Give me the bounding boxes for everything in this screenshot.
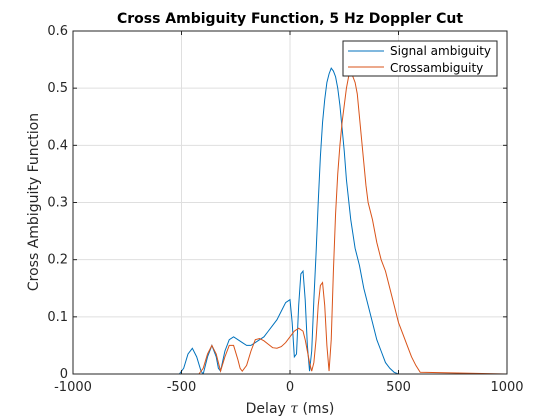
x-tick-label: 1000	[490, 380, 523, 395]
y-tick-label: 0.1	[47, 310, 68, 325]
legend-label-signal-ambiguity: Signal ambiguity	[390, 44, 491, 58]
y-tick-label: 0.3	[47, 196, 68, 211]
legend: Signal ambiguity Crossambiguity	[342, 40, 498, 77]
x-axis-label: Delay τ (ms)	[246, 401, 335, 417]
legend-label-crossambiguity: Crossambiguity	[390, 61, 483, 75]
x-axis-label-unit: (ms)	[298, 401, 334, 417]
x-axis-label-symbol: τ	[290, 401, 298, 417]
y-tick-label: 0.5	[47, 81, 68, 96]
y-tick-label: 0.6	[47, 24, 68, 39]
x-axis-label-prefix: Delay	[246, 401, 291, 417]
series-line-crossambiguity	[73, 73, 507, 374]
x-tick-label: 500	[386, 380, 411, 395]
chart-title: Cross Ambiguity Function, 5 Hz Doppler C…	[117, 11, 463, 27]
y-tick-label: 0	[60, 367, 68, 382]
series-layer	[73, 67, 507, 374]
axis-ticks: -1000 -500 0 500 1000 0 0.1 0.2 0.3 0.4 0.5 0.6	[47, 24, 523, 395]
y-tick-label: 0.2	[47, 253, 68, 268]
x-tick-label: -1000	[54, 380, 92, 395]
x-tick-label: 0	[286, 380, 294, 395]
y-axis-label: Cross Ambiguity Function	[26, 113, 42, 291]
series-line-signal-ambiguity	[73, 67, 507, 374]
y-tick-label: 0.4	[47, 138, 68, 153]
x-tick-label: -500	[167, 380, 197, 395]
legend-box	[342, 40, 498, 77]
